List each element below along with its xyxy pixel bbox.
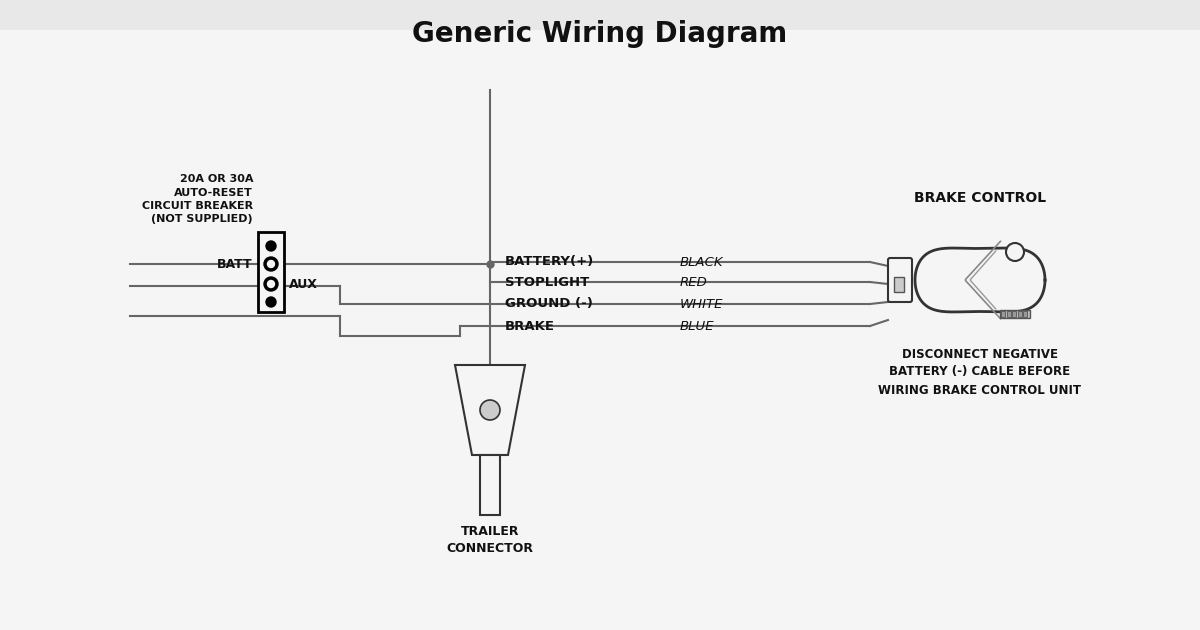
Bar [1001, 311, 1006, 317]
Text: DISCONNECT NEGATIVE
BATTERY (-) CABLE BEFORE
WIRING BRAKE CONTROL UNIT: DISCONNECT NEGATIVE BATTERY (-) CABLE BE… [878, 348, 1081, 396]
Bar [1018, 311, 1021, 317]
Text: TRAILER
CONNECTOR: TRAILER CONNECTOR [446, 525, 534, 555]
Bar [1022, 311, 1027, 317]
Circle shape [268, 260, 275, 268]
Polygon shape [916, 248, 1045, 312]
Text: WHITE: WHITE [680, 297, 724, 311]
Bar [1000, 310, 1030, 318]
Text: BRAKE: BRAKE [505, 319, 554, 333]
Bar [1007, 311, 1010, 317]
Text: BLUE: BLUE [680, 319, 715, 333]
Text: AUX: AUX [289, 277, 318, 290]
Text: RED: RED [680, 275, 708, 289]
Circle shape [264, 257, 278, 271]
Circle shape [266, 297, 276, 307]
Bar [894, 277, 904, 292]
Bar [1012, 311, 1016, 317]
Circle shape [266, 241, 276, 251]
Text: STOPLIGHT: STOPLIGHT [505, 275, 589, 289]
Text: GROUND (-): GROUND (-) [505, 297, 593, 311]
Text: Generic Wiring Diagram: Generic Wiring Diagram [413, 20, 787, 48]
Polygon shape [455, 365, 526, 455]
Text: BRAKE CONTROL: BRAKE CONTROL [914, 192, 1046, 205]
Bar [480, 455, 500, 515]
Text: BLACK: BLACK [680, 256, 724, 268]
Text: BATTERY(+): BATTERY(+) [505, 256, 594, 268]
Circle shape [1006, 243, 1024, 261]
Circle shape [264, 277, 278, 291]
Circle shape [268, 280, 275, 287]
Bar [258, 232, 284, 312]
FancyBboxPatch shape [888, 258, 912, 302]
Circle shape [480, 400, 500, 420]
Text: 20A OR 30A
AUTO-RESET
CIRCUIT BREAKER
(NOT SUPPLIED): 20A OR 30A AUTO-RESET CIRCUIT BREAKER (N… [142, 175, 253, 224]
Text: BATT: BATT [217, 258, 253, 270]
